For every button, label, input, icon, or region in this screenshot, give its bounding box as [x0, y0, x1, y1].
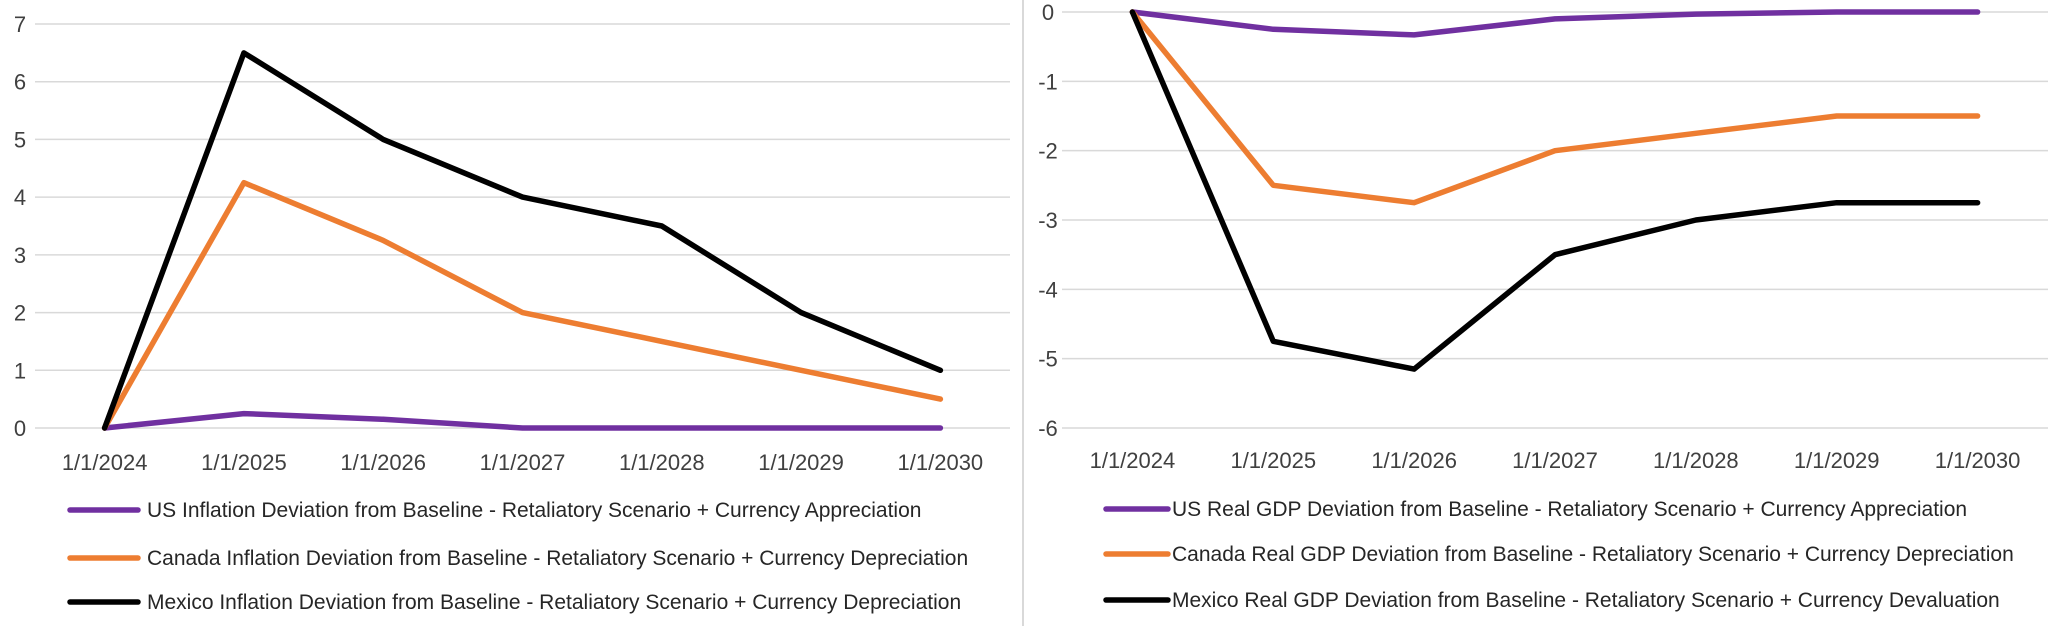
x-tick-label: 1/1/2030 [898, 450, 984, 475]
legend-entry: Canada Real GDP Deviation from Baseline … [1172, 543, 2014, 566]
x-tick-label: 1/1/2025 [1230, 448, 1316, 473]
x-tick-label: 1/1/2027 [1512, 448, 1598, 473]
legend-entry: Mexico Inflation Deviation from Baseline… [147, 591, 961, 614]
y-tick-label: 3 [14, 243, 26, 268]
y-tick-label: -4 [1038, 277, 1058, 302]
y-tick-label: 4 [14, 185, 26, 210]
x-tick-label: 1/1/2029 [1794, 448, 1880, 473]
series-line [101, 410, 944, 431]
legend-entry: Canada Inflation Deviation from Baseline… [147, 547, 968, 570]
series-line [101, 50, 944, 431]
y-tick-label: 2 [14, 301, 26, 326]
series-line [1129, 9, 1981, 38]
legend-entry: Mexico Real GDP Deviation from Baseline … [1172, 589, 2000, 612]
x-tick-label: 1/1/2024 [62, 450, 148, 475]
series-line [1129, 9, 1981, 206]
legend-entry: US Inflation Deviation from Baseline - R… [147, 499, 921, 522]
x-tick-label: 1/1/2030 [1935, 448, 2021, 473]
y-tick-label: 0 [1042, 0, 1054, 25]
x-tick-label: 1/1/2027 [480, 450, 566, 475]
x-tick-label: 1/1/2028 [619, 450, 705, 475]
legend-entry: US Real GDP Deviation from Baseline - Re… [1172, 498, 1967, 521]
x-tick-label: 1/1/2024 [1090, 448, 1176, 473]
inflation-deviation-chart: 0 1 2 3 4 5 6 7 1/1/2024 1/1/2025 1/1/2026 1/1/2027… [14, 12, 1010, 614]
y-tick-label: -3 [1038, 208, 1058, 233]
y-tick-label: 5 [14, 127, 26, 152]
y-tick-label: 6 [14, 70, 26, 95]
y-tick-label: -5 [1038, 347, 1058, 372]
series-line [101, 179, 944, 431]
x-tick-label: 1/1/2026 [340, 450, 426, 475]
y-tick-label: 1 [14, 358, 26, 383]
y-tick-label: -2 [1038, 139, 1058, 164]
x-tick-label: 1/1/2026 [1371, 448, 1457, 473]
y-tick-label: -6 [1038, 416, 1058, 441]
x-tick-label: 1/1/2025 [201, 450, 287, 475]
series-line [1129, 9, 1981, 372]
x-tick-label: 1/1/2028 [1653, 448, 1739, 473]
x-tick-label: 1/1/2029 [758, 450, 844, 475]
real-gdp-deviation-chart: 0 -1 -2 -3 -4 -5 -6 1/1/2024 1/1/2025 1/1/2026 1/1… [1038, 0, 2048, 612]
y-tick-label: -1 [1038, 69, 1058, 94]
y-tick-label: 7 [14, 12, 26, 37]
y-tick-label: 0 [14, 416, 26, 441]
